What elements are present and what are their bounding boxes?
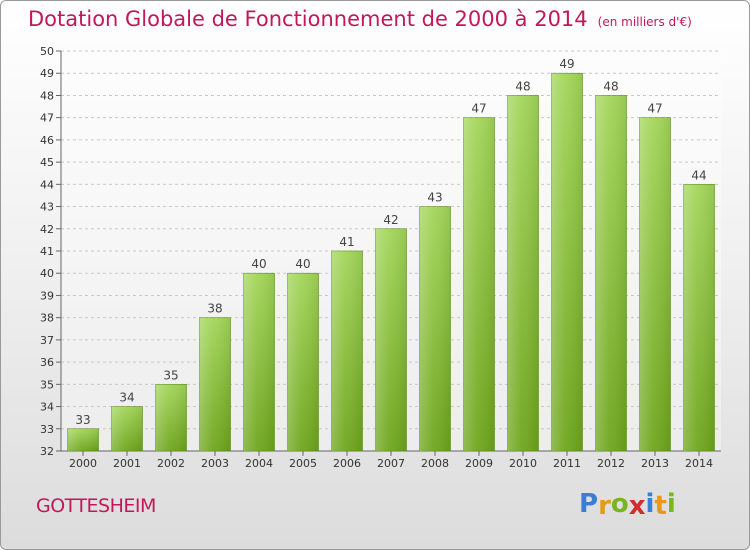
bar-shine-2003 (199, 317, 231, 451)
bar-shine-2004 (243, 273, 275, 451)
bar-shine-2005 (287, 273, 319, 451)
value-label: 40 (251, 257, 266, 271)
bar-shine-2002 (155, 384, 187, 451)
x-tick-label: 2011 (553, 457, 581, 470)
y-tick-label: 49 (40, 67, 54, 80)
logo-letter: r (598, 491, 611, 521)
value-label: 49 (559, 57, 574, 71)
y-tick-label: 39 (40, 289, 54, 302)
chart-title: Dotation Globale de Fonctionnement de 20… (28, 7, 692, 31)
bar-shine-2012 (595, 95, 627, 451)
x-tick-label: 2010 (509, 457, 537, 470)
y-tick-label: 45 (40, 156, 54, 169)
value-label: 34 (119, 391, 134, 405)
value-label: 48 (603, 79, 618, 93)
y-tick-label: 38 (40, 312, 54, 325)
bar-shine-2009 (463, 117, 495, 452)
bar-shine-2011 (551, 73, 583, 451)
value-label: 44 (691, 168, 706, 182)
commune-name: GOTTESHEIM (36, 495, 156, 517)
value-labels: 33 34 35 38 40 40 41 42 43 47 48 49 48 47 44 (75, 57, 706, 427)
x-tick-label: 2009 (465, 457, 493, 470)
y-tick-label: 43 (40, 201, 54, 214)
x-tick-label: 2003 (201, 457, 229, 470)
y-tick-label: 47 (40, 112, 54, 125)
x-tick-label: 2013 (641, 457, 669, 470)
y-tick-label: 41 (40, 245, 54, 258)
bar-shine-2007 (375, 228, 407, 451)
y-tick-label: 48 (40, 89, 54, 102)
y-tick-label: 37 (40, 334, 54, 347)
x-tick-label: 2001 (113, 457, 141, 470)
proxiti-logo: Proxiti (579, 489, 676, 521)
bar-shine-2013 (639, 117, 671, 452)
logo-letter: o (610, 489, 629, 519)
y-tick-label: 42 (40, 223, 54, 236)
y-tick-label: 50 (40, 45, 54, 58)
logo-letter: x (628, 491, 646, 521)
bar-shine-2001 (111, 406, 143, 451)
value-label: 40 (295, 257, 310, 271)
value-label: 47 (471, 102, 486, 116)
value-label: 43 (427, 191, 442, 205)
bar-shine-2010 (507, 95, 539, 451)
value-label: 33 (75, 413, 90, 427)
y-tick-label: 33 (40, 423, 54, 436)
value-label: 35 (163, 368, 178, 382)
logo-letter: i (666, 489, 676, 519)
y-tick-label: 46 (40, 134, 54, 147)
value-label: 47 (647, 102, 662, 116)
y-tick-label: 44 (40, 178, 54, 191)
bars (67, 72, 715, 452)
y-tick-label: 32 (40, 445, 54, 458)
chart-unit: (en milliers d'€) (597, 15, 692, 29)
logo-letter: P (579, 489, 599, 519)
bar-shine-2000 (67, 428, 99, 451)
value-label: 38 (207, 302, 222, 316)
x-tick-label: 2002 (157, 457, 185, 470)
y-tick-label: 40 (40, 267, 54, 280)
value-label: 42 (383, 213, 398, 227)
y-tick-label: 34 (40, 401, 54, 414)
x-tick-label: 2007 (377, 457, 405, 470)
x-tick-label: 2000 (69, 457, 97, 470)
logo-letter: i (645, 489, 655, 519)
x-tick-label: 2014 (685, 457, 713, 470)
bar-shine-2014 (683, 184, 715, 452)
chart-title-text: Dotation Globale de Fonctionnement de 20… (28, 7, 588, 31)
y-tick-label: 35 (40, 378, 54, 391)
x-tick-label: 2005 (289, 457, 317, 470)
x-tick-label: 2006 (333, 457, 361, 470)
y-tick-label: 36 (40, 356, 54, 369)
bar-shine-2008 (419, 206, 451, 451)
value-label: 41 (339, 235, 354, 249)
x-tick-label: 2004 (245, 457, 273, 470)
value-label: 48 (515, 79, 530, 93)
x-tick-label: 2012 (597, 457, 625, 470)
logo-letter: t (654, 491, 667, 521)
x-tick-label: 2008 (421, 457, 449, 470)
bar-shine-2006 (331, 251, 363, 451)
